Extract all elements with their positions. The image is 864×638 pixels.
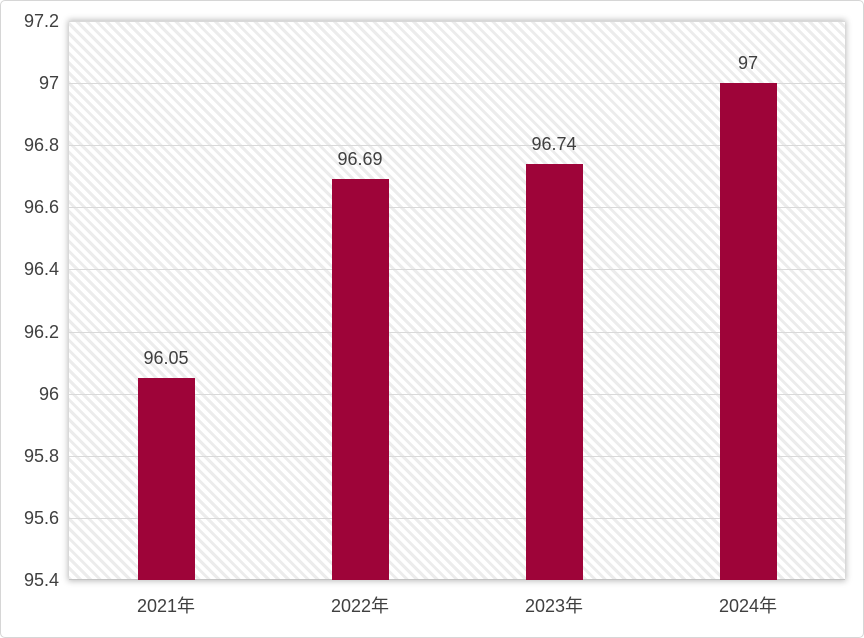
gridline — [69, 145, 845, 147]
y-axis-tick-label: 97.2 — [23, 11, 59, 31]
bar-value-label: 96.05 — [143, 348, 189, 369]
gridline — [69, 393, 845, 395]
y-axis-tick-label: 96.8 — [23, 135, 59, 156]
x-axis-category-label: 2021年 — [136, 596, 196, 616]
y-axis-tick-label: 95.6 — [23, 507, 59, 528]
gridline — [69, 517, 845, 519]
gridline — [69, 207, 845, 209]
bar-value-label: 96.69 — [337, 149, 383, 170]
plot-area: 96.05 96.69 96.74 97 — [69, 21, 845, 580]
gridline — [69, 83, 845, 85]
y-axis-tick-label: 96.4 — [23, 259, 59, 280]
bar — [525, 163, 583, 580]
x-axis-category-label: 2023年 — [524, 596, 584, 616]
y-axis-tick-label: 95.4 — [23, 570, 59, 590]
y-axis-tick-label: 97 — [38, 73, 59, 94]
bar-value-label: 96.74 — [531, 133, 577, 154]
x-axis-line — [69, 579, 845, 580]
y-axis-tick-label: 96.6 — [23, 197, 59, 218]
y-axis-tick-label: 95.8 — [23, 445, 59, 466]
bar-value-label: 97 — [737, 53, 759, 74]
x-axis-category-label: 2024年 — [718, 596, 778, 616]
bar — [719, 83, 777, 580]
y-axis-tick-label: 96 — [38, 383, 59, 404]
gridline — [69, 269, 845, 271]
bar — [331, 179, 389, 580]
y-axis-tick-label: 96.2 — [23, 321, 59, 342]
x-axis-category-label: 2022年 — [330, 596, 390, 616]
gridline — [69, 455, 845, 457]
bar — [137, 378, 195, 580]
gridline — [69, 21, 845, 22]
gridline — [69, 331, 845, 333]
